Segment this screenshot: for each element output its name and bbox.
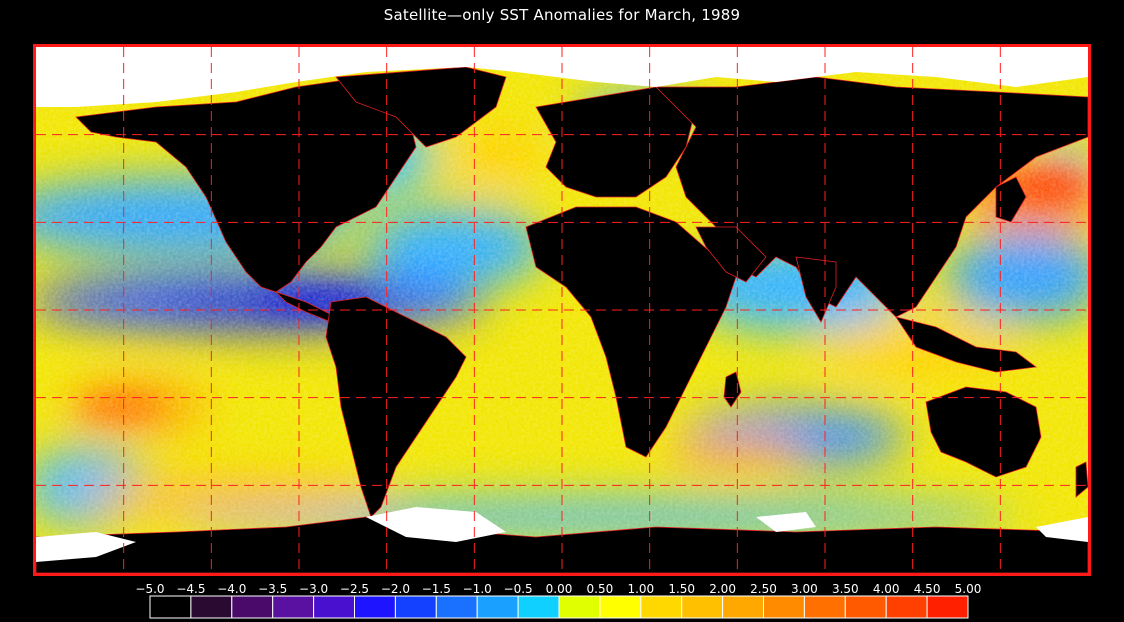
- colorbar-tick-label: 5.00: [955, 582, 982, 596]
- land-australia: [925, 386, 1042, 478]
- colorbar-swatch: [517, 595, 560, 619]
- colorbar-tick-label: −1.0: [463, 582, 492, 596]
- land-japan: [995, 176, 1027, 223]
- sea-ice: [36, 47, 1088, 562]
- colorbar-svg: −5.0 −4.5 −4.0 −3.5 −3.0 −2.5 −2.0 −1.5 −1.0 −0.5…: [135, 582, 981, 619]
- colorbar-swatch: [681, 595, 724, 619]
- colorbar-swatch: [844, 595, 887, 619]
- colorbar-swatch: [926, 595, 969, 619]
- land-greenland: [335, 66, 507, 148]
- colorbar-swatch: [394, 595, 437, 619]
- colorbar-tick-label: 1.50: [668, 582, 695, 596]
- colorbar-swatch: [231, 595, 274, 619]
- colorbar-swatch: [640, 595, 683, 619]
- colorbar-swatch: [149, 595, 192, 619]
- land-madagascar: [723, 371, 742, 408]
- ice-weddell: [366, 507, 506, 542]
- colorbar-tick-label: 1.00: [627, 582, 654, 596]
- land-southeast-asia-islands: [895, 316, 1038, 373]
- colorbar-tick-label: 2.00: [709, 582, 736, 596]
- colorbar-swatch: [190, 595, 233, 619]
- page-title: Satellite—only SST Anomalies for March, …: [383, 6, 741, 24]
- colorbar-tick-label: −2.0: [381, 582, 410, 596]
- colorbar-tick-labels: −5.0 −4.5 −4.0 −3.5 −3.0 −2.5 −2.0 −1.5 −1.0 −0.5…: [135, 582, 981, 596]
- land-india: [795, 256, 837, 323]
- colorbar-tick-label: 3.00: [791, 582, 818, 596]
- colorbar-tick-label: 4.00: [873, 582, 900, 596]
- land-europe: [535, 86, 697, 198]
- colorbar-swatch: [803, 595, 846, 619]
- colorbar-swatch: [885, 595, 928, 619]
- colorbar-swatch: [272, 595, 315, 619]
- colorbar-tick-label: −1.5: [422, 582, 451, 596]
- colorbar-swatch: [313, 595, 356, 619]
- land-south-america: [325, 296, 467, 518]
- colorbar-tick-label: −2.5: [340, 582, 369, 596]
- ice-ross: [756, 512, 816, 532]
- colorbar-tick-label: 3.50: [832, 582, 859, 596]
- colorbar-swatch: [476, 595, 519, 619]
- colorbar-tick-label: −3.5: [258, 582, 287, 596]
- land-africa: [525, 206, 737, 458]
- colorbar-tick-label: −4.0: [217, 582, 246, 596]
- colorbar-legend: −5.0 −4.5 −4.0 −3.5 −3.0 −2.5 −2.0 −1.5 −1.0 −0.5…: [0, 580, 1124, 622]
- ice-east-antarctic: [1036, 517, 1088, 542]
- colorbar-swatch: [722, 595, 764, 619]
- colorbar-tick-label: 0.00: [546, 582, 573, 596]
- colorbar-swatch: [763, 595, 805, 619]
- colorbar-swatch: [599, 595, 642, 619]
- graticule: [36, 47, 1088, 573]
- colorbar-tick-label: −5.0: [135, 582, 164, 596]
- land-new-zealand: [1075, 461, 1088, 498]
- sst-anomaly-map: [33, 44, 1091, 576]
- colorbar-tick-label: 0.50: [587, 582, 614, 596]
- colorbar-swatch: [558, 595, 601, 619]
- colorbar-tick-label: −0.5: [504, 582, 533, 596]
- ice-antarctic: [36, 532, 136, 562]
- colorbar-swatch: [354, 595, 396, 619]
- colorbar-tick-label: −4.5: [176, 582, 205, 596]
- colorbar-tick-label: 4.50: [914, 582, 941, 596]
- colorbar-swatches: [149, 595, 969, 619]
- ice-arctic-canada: [36, 47, 1088, 107]
- map-canvas: [36, 47, 1088, 573]
- land-arabia: [695, 226, 767, 283]
- colorbar-swatch: [435, 595, 478, 619]
- colorbar-tick-label: 2.50: [750, 582, 777, 596]
- colorbar-tick-label: −3.0: [299, 582, 328, 596]
